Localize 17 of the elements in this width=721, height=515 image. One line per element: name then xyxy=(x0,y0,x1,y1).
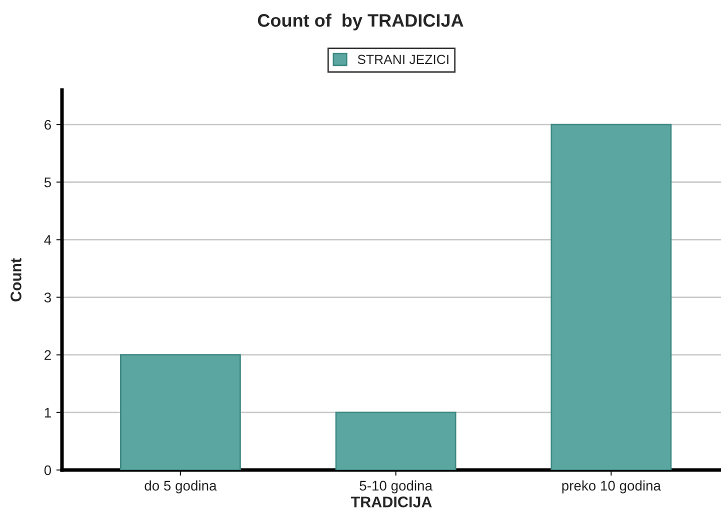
bar xyxy=(550,124,672,470)
y-tick-label: 0 xyxy=(44,465,52,476)
y-tick-label: 3 xyxy=(44,292,51,302)
x-tick-label: do 5 godina xyxy=(144,480,217,494)
y-axis-title: Count xyxy=(10,258,22,302)
y-tick-label: 4 xyxy=(44,235,52,245)
legend-label: STRANI JEZICI xyxy=(358,54,448,64)
bar xyxy=(335,412,456,470)
y-tick-label: 6 xyxy=(44,120,51,130)
y-tick-label: 5 xyxy=(44,178,51,188)
chart-title: Count of by TRADICIJA xyxy=(258,14,464,30)
bar xyxy=(120,354,241,470)
y-tick-label: 1 xyxy=(44,408,51,418)
x-tick-label: preko 10 godina xyxy=(562,480,661,494)
x-tick-label: 5-10 godina xyxy=(360,480,432,494)
x-axis-title: TRADICIJA xyxy=(350,496,432,508)
y-tick-label: 2 xyxy=(44,350,51,360)
